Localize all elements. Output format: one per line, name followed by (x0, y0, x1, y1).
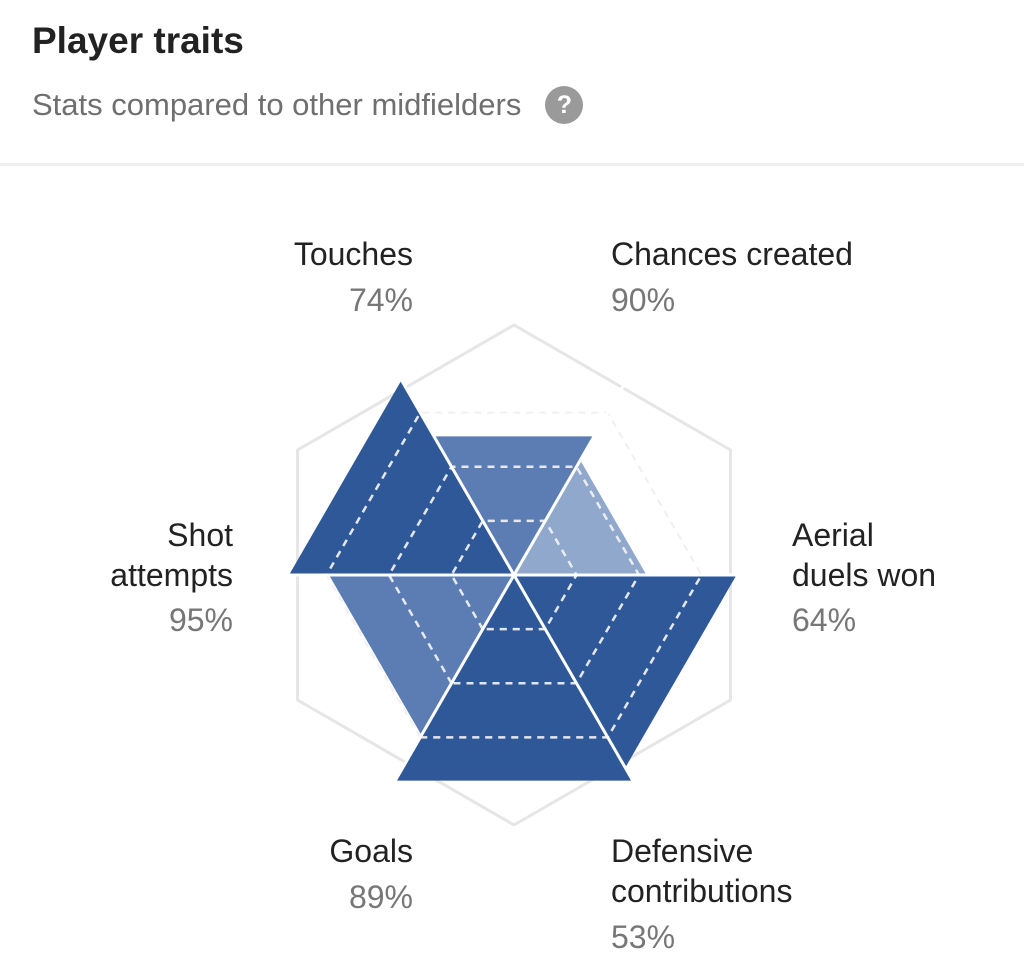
subtitle-row: Stats compared to other midfielders ? (32, 86, 584, 124)
trait-label-line: attempts (110, 557, 233, 593)
trait-label-line: duels won (792, 557, 937, 593)
radar-wedge-defensive-contributions (514, 460, 647, 575)
radar-wedge-aerial-duels-won (434, 436, 594, 575)
question-mark-icon[interactable]: ? (545, 86, 584, 124)
trait-label-goals: Goals (329, 833, 413, 869)
trait-label-aerial-duels-won: Aerial duels won (792, 515, 936, 595)
trait-label-line: Shot (167, 517, 233, 553)
trait-label-shot-attempts: Shot attempts (110, 515, 233, 595)
radar-spoke (512, 357, 641, 576)
trait-label-line: Defensive (611, 833, 754, 869)
radar-wedge-shot-attempts (395, 575, 633, 781)
trait-label-line: contributions (611, 873, 793, 909)
radar-wedge-touches (329, 575, 514, 736)
trait-label-defensive-contributions: Defensive contributions (611, 831, 792, 911)
card-subtitle: Stats compared to other midfielders (32, 87, 522, 122)
trait-value-goals: 89% (348, 879, 413, 915)
trait-value-shot-attempts: 95% (168, 602, 233, 638)
card-title: Player traits (32, 20, 244, 61)
radar-wedge-goals (514, 575, 737, 768)
trait-label-touches: Touches (293, 236, 413, 272)
radar-spoke (387, 574, 516, 793)
card-header: Player traits Stats compared to other mi… (0, 0, 1024, 166)
trait-label-chances-created: Chances created (611, 236, 853, 272)
trait-label-line: Aerial (792, 517, 874, 553)
trait-value-touches: 74% (348, 282, 413, 318)
radar-spoke (512, 574, 641, 793)
trait-value-chances-created: 90% (611, 282, 676, 318)
trait-value-aerial-duels-won: 64% (792, 602, 857, 638)
radar-spoke (387, 357, 516, 576)
radar-wedge-chances-created (289, 380, 514, 575)
trait-value-defensive-contributions: 53% (611, 919, 676, 955)
